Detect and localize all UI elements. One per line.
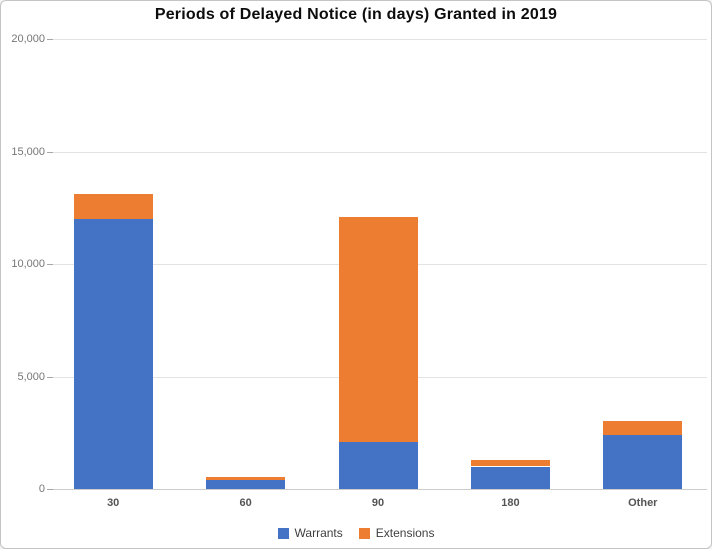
bar-30-extensions[interactable] (73, 194, 153, 220)
bar-other-warrants[interactable] (603, 435, 683, 489)
bar-other-extensions[interactable] (603, 421, 683, 435)
ytick-mark-0 (47, 489, 53, 490)
xtick-label-30: 30 (107, 497, 120, 509)
bar-group-60 (206, 1, 286, 489)
xtick-label-60: 60 (239, 497, 252, 509)
ytick-label-10000: 10,000 (11, 258, 45, 270)
ytick-label-5000: 5,000 (17, 370, 45, 383)
warrants-swatch-icon (277, 527, 289, 539)
gridline-15000 (53, 151, 707, 153)
legend-item-extensions[interactable]: Extensions (358, 526, 435, 540)
ytick-label-15000: 15,000 (11, 145, 45, 158)
ytick-mark-10000 (47, 264, 53, 265)
xtick-label-90: 90 (371, 497, 385, 509)
chart-title: Periods of Delayed Notice (in days) Gran… (154, 6, 558, 23)
ytick-mark-15000 (47, 151, 53, 153)
bar-90-warrants[interactable] (338, 441, 418, 490)
ytick-mark-20000 (47, 39, 53, 40)
bar-group-other (603, 1, 683, 489)
gridline-20000 (53, 39, 707, 40)
ytick-label-0: 0 (38, 483, 45, 495)
bar-60-warrants[interactable] (206, 480, 286, 489)
bar-group-90 (338, 1, 418, 490)
xtick-label-other: Other (628, 497, 658, 509)
bar-30-warrants[interactable] (73, 219, 153, 489)
xtick-label-180: 180 (501, 497, 520, 509)
legend: Warrants Extensions (1, 526, 711, 540)
ytick-mark-5000 (47, 376, 53, 378)
bar-group-180 (470, 1, 550, 489)
bar-group-30 (73, 1, 153, 489)
legend-label-extensions: Extensions (375, 526, 435, 540)
gridline-0 (53, 489, 707, 490)
bar-180-warrants[interactable] (470, 466, 550, 489)
legend-label-warrants: Warrants (294, 526, 343, 540)
ytick-label-20000: 20,000 (11, 33, 45, 45)
bar-180-extensions[interactable] (470, 460, 550, 467)
legend-item-warrants[interactable]: Warrants (277, 526, 343, 540)
bar-60-extensions[interactable] (206, 476, 286, 480)
bar-90-extensions[interactable] (338, 216, 418, 442)
extensions-swatch-icon (358, 527, 370, 539)
